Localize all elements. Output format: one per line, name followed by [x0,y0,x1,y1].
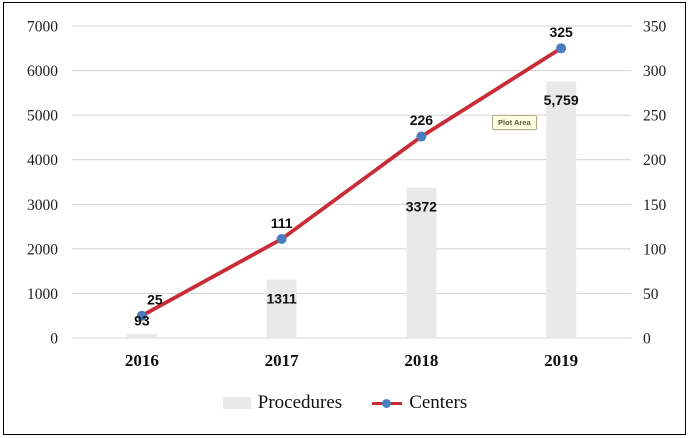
bar-2019[interactable] [546,81,577,338]
left-axis-tick: 4000 [27,152,58,169]
bar-2016[interactable] [126,333,157,338]
x-axis-label-2019: 2019 [544,351,578,370]
right-axis-tick: 350 [643,19,667,36]
centers-marker-2018[interactable] [416,131,427,142]
left-axis-tick: 5000 [27,108,58,125]
x-axis-label-2017: 2017 [265,351,300,370]
centers-marker-2017[interactable] [276,234,287,245]
procedures-bar-swatch-icon [222,397,251,409]
right-axis-tick: 0 [643,331,651,348]
legend-item-procedures[interactable]: Procedures [222,392,343,414]
left-axis-tick: 7000 [27,19,58,36]
left-axis-tick: 1000 [27,286,58,303]
centers-line[interactable] [140,46,563,318]
chart-legend: Procedures Centers [0,392,690,414]
right-axis-tick: 200 [643,152,667,169]
line-label-2016: 25 [147,291,163,307]
legend-label-procedures: Procedures [257,392,343,413]
centers-marker-2016[interactable] [136,310,147,321]
line-label-2019: 325 [549,24,573,40]
bar-label-2018: 3372 [406,198,437,214]
right-axis-tick: 300 [643,63,667,80]
left-axis-tick: 2000 [27,241,58,258]
right-axis-tick: 250 [643,108,667,125]
centers-line-swatch-icon [372,398,403,408]
bar-2018[interactable] [406,187,437,338]
line-label-2017: 111 [271,215,293,231]
left-axis-tick: 6000 [27,63,58,80]
left-axis-tick: 0 [50,331,58,348]
centers-marker-2019[interactable] [556,43,567,54]
x-axis-label-2016: 2016 [125,351,159,370]
right-axis-tick: 150 [643,197,667,214]
right-axis-tick: 100 [643,241,667,258]
plot-area-tooltip: Plot Area [492,115,537,130]
bar-label-2016: 93 [134,313,150,329]
left-axis-tick: 3000 [27,197,58,214]
line-label-2018: 226 [410,112,434,128]
legend-item-centers[interactable]: Centers [372,392,467,414]
bar-label-2019: 5,759 [544,92,579,108]
right-axis-tick: 50 [643,286,659,303]
x-axis-label-2018: 2018 [404,351,438,370]
bar-label-2017: 1311 [266,290,297,306]
bar-2017[interactable] [266,279,297,338]
legend-label-centers: Centers [409,392,468,413]
